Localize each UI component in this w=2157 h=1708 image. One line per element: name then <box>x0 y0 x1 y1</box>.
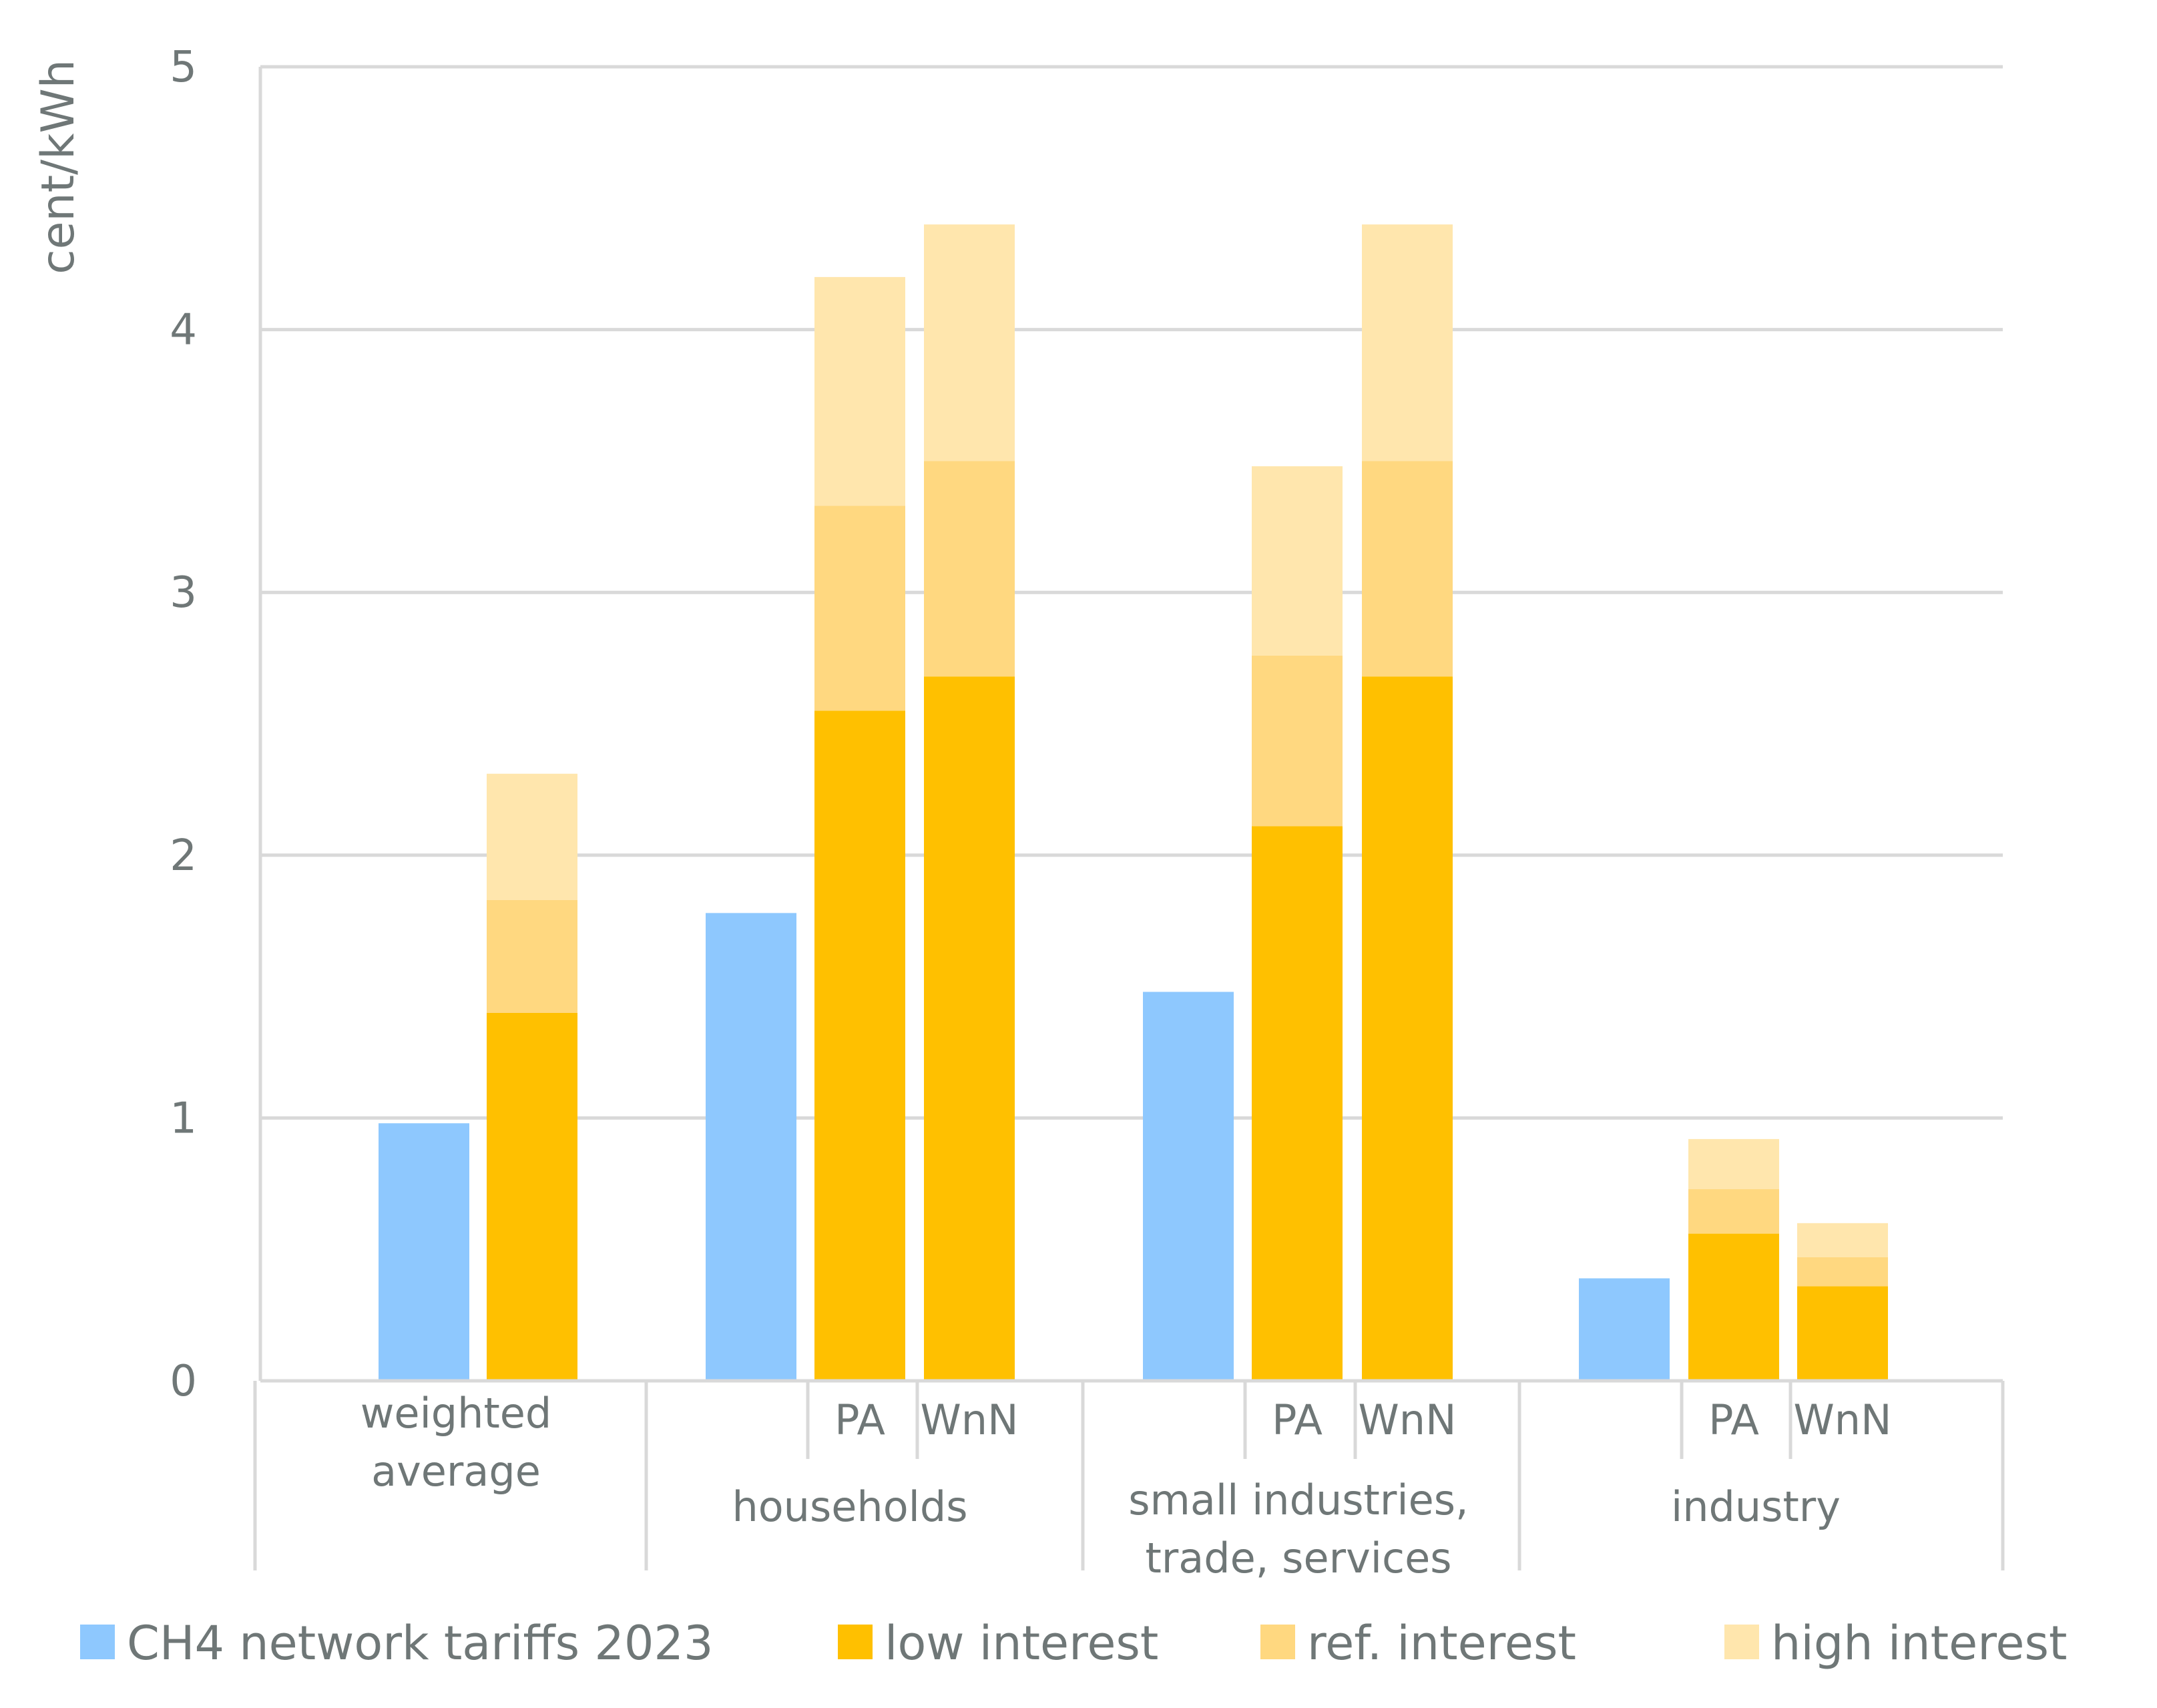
bar-segment-ch4-network-tariffs-2023 <box>706 913 796 1381</box>
bar-segment-ref-interest <box>1252 655 1343 827</box>
legend-label: high interest <box>1771 1616 2067 1671</box>
legend-label: ref. interest <box>1307 1616 1576 1671</box>
bar-segment-high-interest <box>1252 466 1343 656</box>
x-category-label: households <box>732 1482 967 1531</box>
bar-segment-high-interest <box>814 276 905 506</box>
bar-segment-ref-interest <box>1797 1257 1888 1287</box>
legend-swatch <box>1260 1625 1295 1659</box>
x-sublabel: PA <box>1708 1396 1759 1444</box>
legend: CH4 network tariffs 2023 low interest ref.… <box>80 1616 2067 1671</box>
x-sublabel: PA <box>834 1396 885 1444</box>
bar-group <box>706 224 1015 1381</box>
bar-segment-ref-interest <box>1362 461 1453 677</box>
y-tick-label: 4 <box>170 306 197 355</box>
y-tick-label: 5 <box>170 43 197 92</box>
legend-swatch <box>1724 1625 1759 1659</box>
bar-segment-ref-interest <box>1688 1189 1779 1234</box>
bar-segment-ch4-network-tariffs-2023 <box>1579 1278 1670 1381</box>
bars <box>379 224 1888 1381</box>
legend-swatch <box>80 1625 115 1659</box>
y-tick-label: 0 <box>170 1357 197 1406</box>
y-tick-label: 3 <box>170 568 197 618</box>
bar-group <box>1579 1138 1888 1381</box>
bar-segment-ref-interest <box>814 505 905 711</box>
legend-item: ref. interest <box>1260 1616 1576 1671</box>
bar-segment-low-interest <box>487 1012 577 1381</box>
x-category-label: trade, services <box>1145 1534 1451 1582</box>
bar-segment-high-interest <box>924 224 1015 461</box>
x-category-label: weighted <box>361 1389 552 1438</box>
x-axis: weighted average PA WnN households PA WnN small… <box>253 1379 2005 1582</box>
legend-item: high interest <box>1724 1616 2067 1671</box>
y-axis-label: cent/kWh <box>32 59 85 274</box>
legend-label: CH4 network tariffs 2023 <box>127 1616 714 1671</box>
x-category-label: industry <box>1671 1482 1841 1531</box>
bar-segment-low-interest <box>814 710 905 1381</box>
bar-group <box>1143 224 1453 1381</box>
x-category-label: small industries, <box>1128 1476 1469 1524</box>
bar-segment-ch4-network-tariffs-2023 <box>1143 992 1234 1381</box>
legend-label: low interest <box>885 1616 1158 1671</box>
bar-segment-high-interest <box>1688 1138 1779 1189</box>
x-sublabel: WnN <box>1359 1396 1457 1444</box>
y-tick-label: 2 <box>170 831 197 881</box>
y-axis-ticks: 0 1 2 3 4 5 <box>170 43 197 1406</box>
bar-group <box>379 773 577 1381</box>
bar-segment-high-interest <box>1797 1223 1888 1258</box>
x-sublabel: WnN <box>921 1396 1019 1444</box>
x-sublabel: WnN <box>1794 1396 1892 1444</box>
bar-segment-ch4-network-tariffs-2023 <box>379 1123 469 1381</box>
x-sublabel: PA <box>1272 1396 1323 1444</box>
bar-segment-low-interest <box>1252 826 1343 1381</box>
bar-segment-ref-interest <box>487 899 577 1013</box>
bar-segment-low-interest <box>1797 1286 1888 1381</box>
bar-segment-high-interest <box>1362 224 1453 461</box>
bar-segment-high-interest <box>487 773 577 900</box>
x-category-label: average <box>371 1447 541 1496</box>
bar-segment-low-interest <box>924 676 1015 1381</box>
y-tick-label: 1 <box>170 1094 197 1143</box>
bar-segment-ref-interest <box>924 461 1015 677</box>
legend-item: CH4 network tariffs 2023 <box>80 1616 714 1671</box>
bar-segment-low-interest <box>1688 1233 1779 1381</box>
bar-segment-low-interest <box>1362 676 1453 1381</box>
legend-item: low interest <box>838 1616 1158 1671</box>
legend-swatch <box>838 1625 873 1659</box>
